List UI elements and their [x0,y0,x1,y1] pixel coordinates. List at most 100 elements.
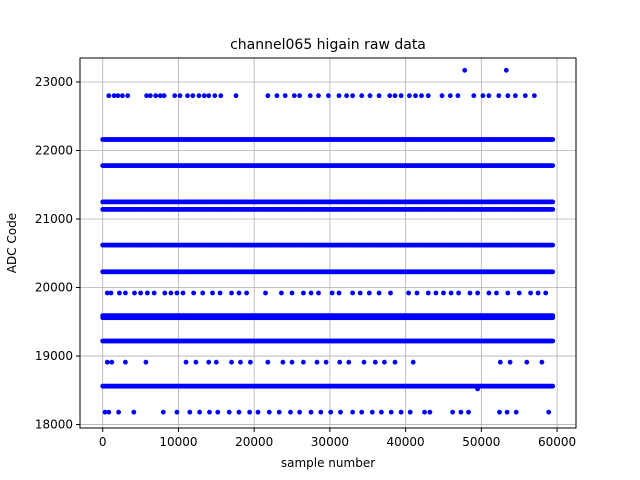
x-axis-label: sample number [281,456,375,470]
data-point [160,409,166,415]
x-axis: 0 10000 20000 30000 40000 50000 60000 [99,428,576,449]
data-point [550,338,556,344]
data-point [326,93,331,99]
data-point [151,290,157,296]
data-point [410,359,416,365]
data-point [161,93,167,99]
data-point [361,359,367,365]
data-point [229,359,234,365]
data-point [307,93,313,99]
data-point [323,359,329,365]
data-point [372,359,378,365]
data-point [282,93,288,99]
data-point [398,409,404,415]
data-point [359,93,365,99]
data-point [382,359,387,365]
y-axis: 18000 19000 20000 21000 22000 23000 [35,75,80,432]
data-point [475,386,480,392]
data-point [308,290,314,296]
data-point [513,409,519,415]
data-point [280,359,286,365]
data-point [550,242,556,248]
data-point [183,359,189,365]
data-point [407,409,413,415]
data-point [422,409,427,415]
x-tick-label: 60000 [538,435,576,449]
data-point [123,290,128,296]
data-point [505,93,511,99]
data-point [314,359,320,365]
x-tick-label: 30000 [311,435,349,449]
data-point [350,290,355,296]
data-point [497,409,502,415]
data-point [505,290,511,296]
data-point [387,93,393,99]
data-point [546,409,552,415]
data-point [193,359,199,365]
x-tick-label: 20000 [235,435,273,449]
data-point [109,359,115,365]
data-point [116,409,121,415]
data-point [376,290,382,296]
data-point [539,359,545,365]
data-point [190,93,196,99]
data-point [467,290,473,296]
data-point [301,290,306,296]
data-point [180,290,186,296]
data-point [388,409,394,415]
y-tick-label: 20000 [35,281,73,295]
data-point [458,409,464,415]
data-point [145,290,150,296]
data-point [289,290,295,296]
data-point [153,93,159,99]
data-point [236,409,242,415]
data-point [414,290,420,296]
data-point [407,93,412,99]
data-point [497,359,503,365]
data-point [475,290,480,296]
data-point [174,409,180,415]
data-point [138,290,144,296]
data-point [226,409,232,415]
data-point [236,290,242,296]
data-point [419,93,424,99]
data-point [367,93,373,99]
data-point [265,359,271,365]
data-point [439,93,445,99]
data-point [328,409,334,415]
data-point [528,290,533,296]
data-point [550,207,556,212]
data-point [550,315,556,321]
data-point [447,93,453,99]
x-tick-label: 50000 [462,435,500,449]
data-point [106,409,112,415]
data-point [104,290,110,296]
y-tick-label: 18000 [35,418,73,432]
data-point [244,290,250,296]
data-point [174,290,180,296]
y-tick-label: 23000 [35,75,73,89]
data-point [359,409,365,415]
data-point [255,409,261,415]
data-point [524,359,530,365]
data-point [238,359,243,365]
data-point [265,93,271,99]
data-point [172,93,178,99]
data-point [210,290,215,296]
data-point [206,359,212,365]
data-point [308,409,314,415]
plot-frame [79,57,577,429]
data-point [357,290,363,296]
data-point [218,93,224,99]
y-tick-label: 19000 [35,349,73,363]
data-point [329,290,335,296]
data-point [433,290,439,296]
data-point [276,409,282,415]
data-point [513,93,518,99]
data-point [248,359,253,365]
data-point [191,290,197,296]
data-point [471,93,477,99]
data-point [123,359,128,365]
x-tick-label: 10000 [159,435,197,449]
data-point [346,359,352,365]
